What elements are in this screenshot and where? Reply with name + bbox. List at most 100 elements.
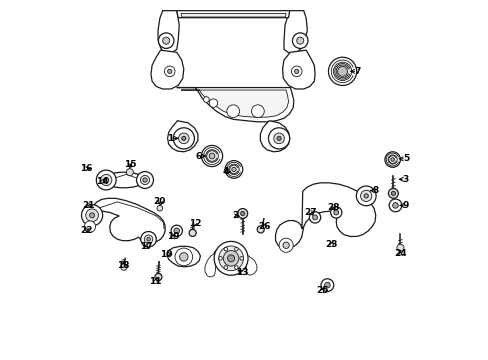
Text: 25: 25 <box>316 285 328 294</box>
Circle shape <box>179 253 188 261</box>
Circle shape <box>234 247 238 251</box>
Text: 7: 7 <box>353 67 360 76</box>
Text: 16: 16 <box>80 164 93 173</box>
Circle shape <box>205 150 218 162</box>
Circle shape <box>309 212 320 223</box>
Circle shape <box>81 205 102 226</box>
Circle shape <box>209 99 217 107</box>
Circle shape <box>101 174 112 186</box>
Polygon shape <box>151 50 183 89</box>
Circle shape <box>126 169 133 176</box>
Text: 28: 28 <box>326 203 339 212</box>
Text: 1: 1 <box>167 134 173 143</box>
Circle shape <box>291 66 302 77</box>
Circle shape <box>392 203 398 208</box>
Circle shape <box>240 211 244 216</box>
Circle shape <box>144 235 152 243</box>
Circle shape <box>396 244 403 251</box>
Text: 22: 22 <box>80 226 93 235</box>
Polygon shape <box>246 254 256 275</box>
Circle shape <box>89 213 94 218</box>
Circle shape <box>203 97 209 102</box>
Circle shape <box>224 247 227 251</box>
Circle shape <box>182 136 185 140</box>
Circle shape <box>333 210 338 215</box>
Circle shape <box>333 62 351 81</box>
Circle shape <box>157 206 163 211</box>
Circle shape <box>337 66 347 76</box>
Text: 24: 24 <box>393 249 406 258</box>
Text: 13: 13 <box>236 268 248 277</box>
Circle shape <box>224 161 242 178</box>
Circle shape <box>178 133 189 144</box>
Circle shape <box>257 226 264 233</box>
Text: 14: 14 <box>96 177 109 186</box>
Polygon shape <box>282 50 314 89</box>
Text: 15: 15 <box>124 159 137 168</box>
Circle shape <box>164 66 175 77</box>
Circle shape <box>140 175 149 185</box>
Circle shape <box>312 215 317 220</box>
Polygon shape <box>213 243 247 275</box>
Polygon shape <box>167 121 198 152</box>
Text: 10: 10 <box>160 249 172 258</box>
Polygon shape <box>158 11 179 54</box>
Circle shape <box>85 209 98 222</box>
Circle shape <box>390 158 394 161</box>
Circle shape <box>387 189 398 198</box>
Text: 2: 2 <box>232 211 238 220</box>
Circle shape <box>84 221 96 232</box>
Circle shape <box>173 128 194 149</box>
Circle shape <box>163 37 169 44</box>
Polygon shape <box>181 90 288 117</box>
Text: 12: 12 <box>188 219 201 228</box>
Text: 9: 9 <box>402 201 408 210</box>
Polygon shape <box>166 246 200 267</box>
Circle shape <box>240 257 243 260</box>
Circle shape <box>142 178 147 182</box>
Polygon shape <box>176 11 289 18</box>
Circle shape <box>360 190 371 202</box>
Circle shape <box>155 274 162 280</box>
Text: 27: 27 <box>304 208 317 217</box>
Polygon shape <box>176 87 293 122</box>
Text: 21: 21 <box>82 201 95 210</box>
Text: 11: 11 <box>149 277 162 286</box>
Circle shape <box>226 105 239 118</box>
Text: 6: 6 <box>196 152 202 161</box>
Circle shape <box>273 133 284 144</box>
Circle shape <box>234 266 238 269</box>
Circle shape <box>237 208 247 219</box>
Circle shape <box>189 229 196 237</box>
Circle shape <box>201 145 222 167</box>
Circle shape <box>387 155 396 164</box>
Circle shape <box>141 231 156 247</box>
Circle shape <box>175 248 192 266</box>
Polygon shape <box>181 13 285 17</box>
Circle shape <box>174 228 179 234</box>
Polygon shape <box>105 172 145 188</box>
Text: 8: 8 <box>372 186 378 195</box>
Circle shape <box>228 164 239 175</box>
Polygon shape <box>90 198 165 243</box>
Circle shape <box>328 57 356 85</box>
Circle shape <box>294 69 298 73</box>
Circle shape <box>224 266 227 269</box>
Circle shape <box>218 246 243 271</box>
Circle shape <box>321 279 333 292</box>
Circle shape <box>384 152 400 167</box>
Text: 20: 20 <box>153 197 165 206</box>
Circle shape <box>218 257 222 260</box>
Circle shape <box>223 251 238 266</box>
Text: 17: 17 <box>140 242 152 251</box>
Circle shape <box>390 191 395 195</box>
Circle shape <box>231 167 236 171</box>
Circle shape <box>171 225 182 237</box>
Circle shape <box>209 153 214 159</box>
Circle shape <box>103 177 108 183</box>
Circle shape <box>296 37 303 44</box>
Circle shape <box>292 33 307 48</box>
Circle shape <box>146 238 150 241</box>
Circle shape <box>330 207 341 218</box>
Circle shape <box>214 242 247 275</box>
